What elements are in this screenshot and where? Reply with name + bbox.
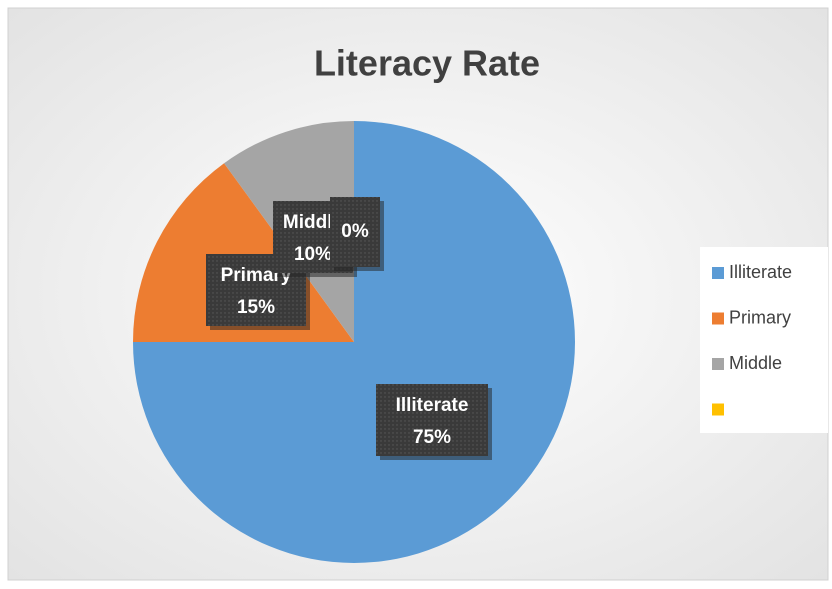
legend-swatch bbox=[712, 358, 724, 370]
chart-title: Literacy Rate bbox=[314, 43, 540, 84]
legend-label: Illiterate bbox=[729, 262, 792, 282]
data-label-value: 10% bbox=[294, 244, 332, 265]
legend-swatch bbox=[712, 312, 724, 325]
legend-swatch bbox=[712, 267, 724, 279]
legend-label: Middle bbox=[729, 353, 782, 373]
data-label-value: 75% bbox=[413, 427, 451, 448]
data-label-box bbox=[330, 197, 380, 267]
legend-label: Primary bbox=[729, 307, 791, 327]
data-label-category: Illiterate bbox=[396, 395, 469, 416]
legend-swatch bbox=[712, 403, 724, 416]
data-label-value: 15% bbox=[237, 297, 275, 318]
data-label-value: 0% bbox=[341, 221, 369, 242]
data-label-box bbox=[376, 384, 488, 456]
data-label-category: Middle bbox=[283, 212, 343, 233]
